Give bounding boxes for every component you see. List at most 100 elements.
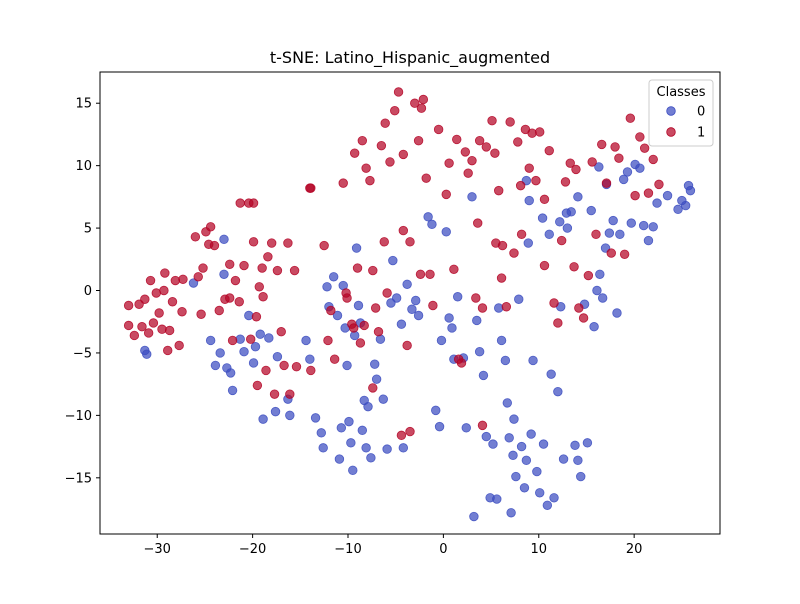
point-class-0 <box>622 167 633 177</box>
point-class-0 <box>570 440 580 451</box>
point-class-0 <box>546 369 556 379</box>
point-class-0 <box>592 285 602 296</box>
point-class-1 <box>481 142 492 152</box>
point-class-1 <box>625 113 636 123</box>
point-class-0 <box>447 323 457 333</box>
point-class-1 <box>452 134 462 145</box>
point-class-0 <box>219 269 229 279</box>
point-class-1 <box>251 312 262 322</box>
point-class-0 <box>301 335 311 346</box>
point-class-1 <box>248 237 259 247</box>
point-class-0 <box>357 425 368 436</box>
point-class-0 <box>142 349 152 359</box>
point-class-0 <box>322 282 332 292</box>
point-class-1 <box>272 265 283 276</box>
point-class-1 <box>137 322 147 332</box>
point-class-0 <box>544 229 554 240</box>
point-class-1 <box>630 190 640 201</box>
x-tick-label: −30 <box>144 542 171 557</box>
legend-title: Classes <box>657 85 706 100</box>
point-class-1 <box>276 327 286 337</box>
point-class-0 <box>524 195 534 206</box>
y-tick-label: −10 <box>65 409 92 424</box>
point-class-1 <box>289 265 300 276</box>
point-class-0 <box>648 222 658 232</box>
point-class-0 <box>215 348 225 358</box>
point-class-1 <box>490 148 500 158</box>
point-class-1 <box>145 275 156 286</box>
point-class-1 <box>601 178 612 188</box>
point-class-0 <box>638 220 649 231</box>
point-class-1 <box>398 149 409 160</box>
point-class-0 <box>244 310 254 321</box>
point-class-0 <box>594 162 604 172</box>
point-class-1 <box>225 293 235 303</box>
point-class-1 <box>234 297 244 307</box>
point-class-0 <box>391 293 402 303</box>
y-tick-label: −5 <box>73 346 92 361</box>
point-class-1 <box>505 117 515 127</box>
y-tick-label: 0 <box>84 284 92 299</box>
point-class-0 <box>615 229 625 240</box>
y-tick-label: 10 <box>75 159 92 174</box>
point-class-1 <box>349 148 360 158</box>
point-class-0 <box>526 429 536 439</box>
point-class-1 <box>619 249 630 260</box>
point-class-1 <box>257 263 267 273</box>
point-class-0 <box>348 465 358 476</box>
point-class-1 <box>648 154 658 165</box>
point-class-1 <box>565 158 575 168</box>
point-class-0 <box>353 300 364 311</box>
point-class-0 <box>558 454 569 464</box>
point-class-1 <box>177 307 187 317</box>
point-class-1 <box>569 262 579 272</box>
point-class-1 <box>246 334 256 344</box>
point-class-1 <box>380 118 390 128</box>
point-class-1 <box>248 198 259 208</box>
point-class-1 <box>252 380 263 391</box>
point-class-1 <box>515 180 526 191</box>
point-class-1 <box>379 237 389 247</box>
point-class-1 <box>433 124 444 135</box>
point-class-1 <box>449 264 459 274</box>
point-class-0 <box>662 190 673 201</box>
point-class-0 <box>248 358 259 368</box>
point-class-0 <box>210 360 221 371</box>
point-class-1 <box>606 248 616 258</box>
point-class-1 <box>639 143 650 153</box>
point-class-1 <box>405 237 415 247</box>
point-class-1 <box>225 259 235 269</box>
point-class-1 <box>614 153 624 163</box>
point-class-0 <box>597 293 608 303</box>
point-class-1 <box>544 145 554 156</box>
point-class-1 <box>587 157 597 167</box>
point-class-1 <box>239 260 249 271</box>
point-class-1 <box>413 135 424 146</box>
point-class-0 <box>361 443 371 453</box>
y-tick-label: −15 <box>65 471 92 486</box>
point-class-0 <box>478 370 489 381</box>
point-class-1 <box>306 183 316 193</box>
point-class-1 <box>425 269 435 279</box>
legend-box <box>648 79 714 147</box>
point-class-0 <box>506 508 516 518</box>
point-class-1 <box>154 308 164 318</box>
point-class-1 <box>261 365 271 376</box>
point-class-1 <box>160 268 170 278</box>
point-class-0 <box>351 243 362 253</box>
legend-label-class-0: 0 <box>697 105 705 120</box>
point-class-1 <box>578 313 589 323</box>
point-class-1 <box>129 330 140 341</box>
point-class-0 <box>635 163 645 173</box>
point-class-0 <box>370 359 380 369</box>
point-class-0 <box>402 279 412 289</box>
point-class-1 <box>441 189 451 200</box>
point-class-0 <box>258 414 268 424</box>
point-class-1 <box>474 135 485 146</box>
point-class-1 <box>373 327 384 337</box>
point-class-0 <box>538 439 549 449</box>
point-class-0 <box>576 471 586 482</box>
point-class-0 <box>502 398 512 408</box>
point-class-0 <box>427 219 437 230</box>
point-class-0 <box>652 198 662 208</box>
